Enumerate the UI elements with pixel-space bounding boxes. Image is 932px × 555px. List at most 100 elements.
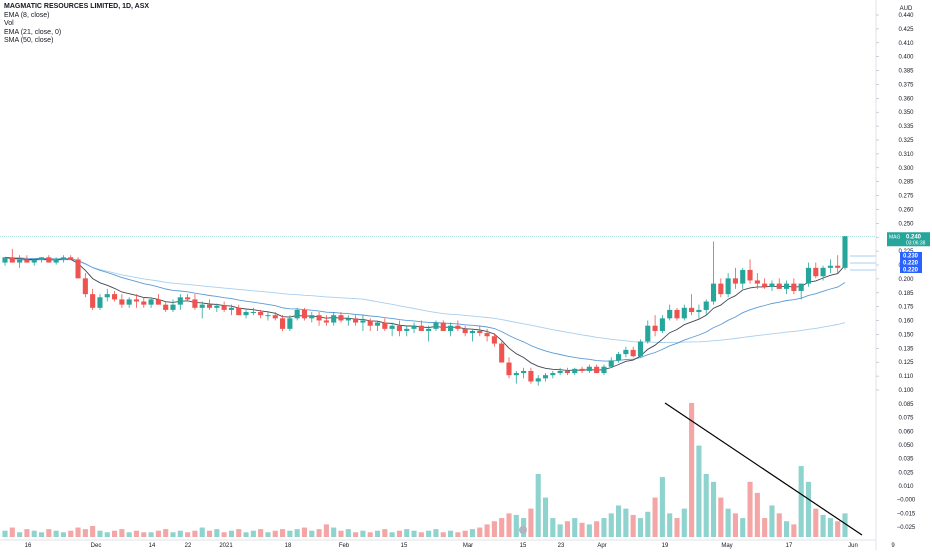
volume-bar xyxy=(835,521,841,537)
candle-body xyxy=(732,278,738,284)
volume-bar xyxy=(236,529,242,537)
candle-body xyxy=(68,257,74,260)
volume-bar xyxy=(433,529,439,537)
candle-body xyxy=(258,312,264,316)
volume-bar xyxy=(448,530,454,537)
volume-bar xyxy=(396,530,402,537)
legend-vol: Vol xyxy=(4,20,14,27)
price-tick-label: 0.425 xyxy=(898,27,914,33)
volume-trendline xyxy=(664,402,863,536)
volume-bar xyxy=(68,530,74,537)
candle-body xyxy=(309,315,315,319)
volume-bar xyxy=(367,532,373,537)
candle-body xyxy=(133,299,140,302)
volume-bar xyxy=(353,532,359,537)
volume-bar xyxy=(418,532,424,537)
candle-body xyxy=(798,283,804,291)
candle-body xyxy=(659,318,665,331)
volume-tick-label: −0.000 xyxy=(897,498,916,504)
candle-body xyxy=(455,325,461,329)
candle-body xyxy=(97,297,103,308)
candle-body xyxy=(594,366,600,374)
volume-bar xyxy=(791,524,797,537)
candle-body xyxy=(265,315,271,317)
candle-body xyxy=(740,269,746,284)
time-tick-label: 9 xyxy=(891,543,895,549)
candle-body xyxy=(674,309,680,319)
volume-bar xyxy=(594,521,600,537)
candle-body xyxy=(725,278,731,295)
time-tick-label: 14 xyxy=(149,543,156,549)
candle-body xyxy=(623,349,629,355)
volume-bar xyxy=(586,524,592,537)
candle-body xyxy=(31,259,37,263)
volume-bar xyxy=(199,527,205,537)
candle-body xyxy=(842,236,848,268)
time-tick-label: Dec xyxy=(91,543,102,549)
countdown-value: 03:06:38 xyxy=(906,240,926,246)
volume-bar xyxy=(228,530,234,537)
price-tick-label: 0.135 xyxy=(898,346,914,352)
volume-bar xyxy=(360,530,366,537)
volume-bar xyxy=(287,530,293,537)
price-tick-label: 0.175 xyxy=(898,305,914,311)
legend-sma50: SMA (50, close) xyxy=(4,37,54,44)
candle-body xyxy=(572,368,578,374)
volume-bar xyxy=(535,473,541,537)
candle-body xyxy=(820,267,826,277)
time-tick-label: 16 xyxy=(25,543,32,549)
candle-body xyxy=(703,301,709,310)
candle-body xyxy=(608,360,614,367)
candle-body xyxy=(484,333,490,337)
legend-title: MAGMATIC RESOURCES LIMITED, 1D, ASX xyxy=(4,3,150,10)
volume-bar xyxy=(170,532,176,537)
ema21-line xyxy=(4,256,846,362)
volume-bar xyxy=(469,529,476,537)
volume-bar xyxy=(316,529,322,537)
candle-body xyxy=(367,320,373,326)
volume-tick-label: 0.010 xyxy=(898,484,914,490)
candle-body xyxy=(542,375,549,379)
candle-body xyxy=(667,309,673,319)
candle-body xyxy=(513,373,519,376)
candle-body xyxy=(185,297,191,300)
volume-tick-label: 0.060 xyxy=(898,429,914,435)
volume-bar xyxy=(601,518,607,537)
volume-bar xyxy=(506,513,512,537)
ema21-badge xyxy=(900,259,922,266)
volume-bar xyxy=(637,518,644,537)
volume-bar xyxy=(75,527,81,537)
price-tick-label: 0.250 xyxy=(898,221,914,227)
candle-body xyxy=(499,343,505,363)
time-tick-label: 15 xyxy=(401,543,408,549)
price-tick-label: 0.275 xyxy=(898,194,914,200)
candle-body xyxy=(645,325,651,342)
candle-body xyxy=(754,280,760,284)
candle-body xyxy=(835,265,841,268)
price-tick-label: 0.440 xyxy=(898,13,914,19)
candle-body xyxy=(689,307,695,313)
candle-body xyxy=(681,307,687,319)
volume-bar xyxy=(616,505,622,537)
symbol-label: MAG xyxy=(889,234,901,240)
candle-body xyxy=(38,257,45,260)
candle-body xyxy=(382,322,388,329)
volume-bar xyxy=(382,529,388,537)
volume-bar xyxy=(411,530,417,537)
volume-bar xyxy=(163,529,169,537)
candle-body xyxy=(323,320,329,323)
time-tick-label: Jun xyxy=(848,543,858,549)
legend-ema8: EMA (8, close) xyxy=(4,11,50,19)
ema8-badge xyxy=(900,252,922,259)
candle-body xyxy=(433,322,439,329)
candle-body xyxy=(243,312,249,316)
price-tick-label: 0.410 xyxy=(898,41,914,47)
volume-bar xyxy=(762,518,768,537)
volume-bar xyxy=(301,527,308,537)
last-price-value: 0.240 xyxy=(906,234,922,240)
candle-body xyxy=(462,328,468,334)
candle-body xyxy=(221,305,227,310)
volume-bar xyxy=(659,477,665,537)
